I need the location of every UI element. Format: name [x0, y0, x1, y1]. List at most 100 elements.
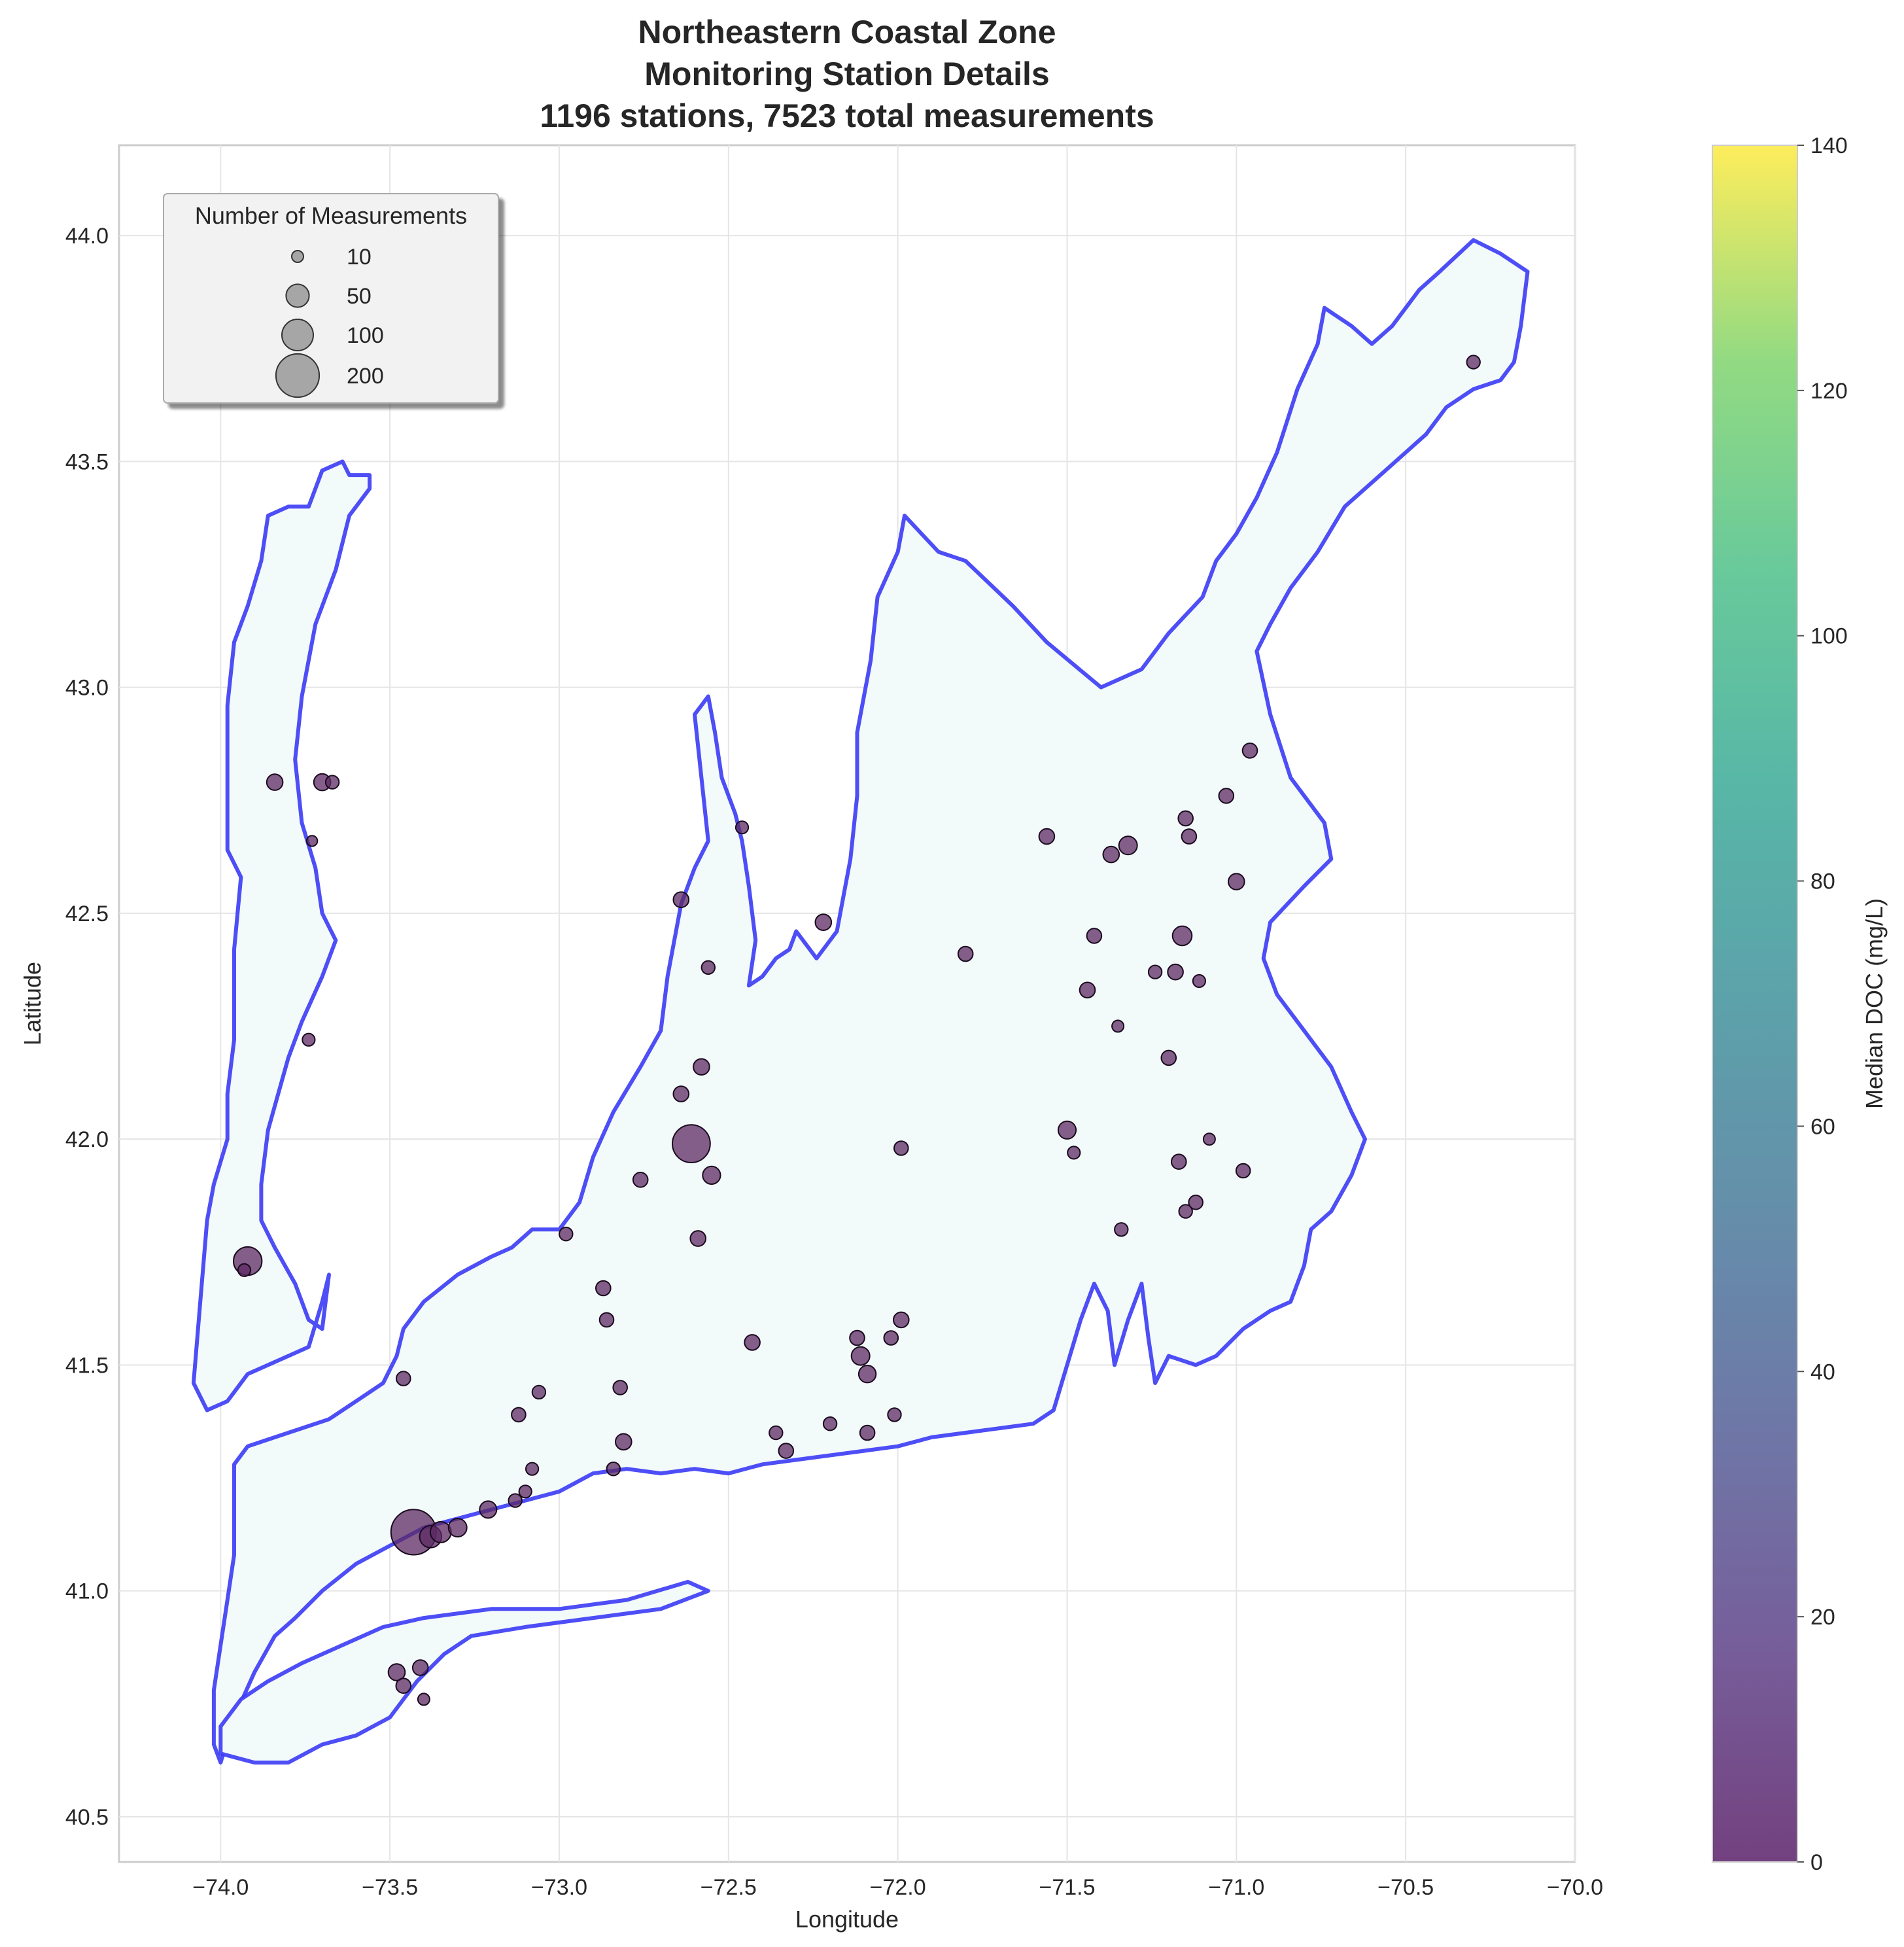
- legend-label: 50: [347, 284, 372, 309]
- legend-label: 100: [347, 323, 384, 348]
- title-line-3: 1196 stations, 7523 total measurements: [540, 97, 1154, 134]
- legend-marker: [281, 319, 314, 351]
- station-marker: [1218, 788, 1235, 804]
- x-tick-label: −70.5: [1377, 1875, 1434, 1900]
- legend-entries: 10 50 100 200: [275, 245, 384, 398]
- station-marker: [957, 945, 974, 962]
- colorbar-tick-label: 140: [1810, 133, 1848, 158]
- station-marker: [769, 1425, 784, 1441]
- size-legend: Number of Measurements 10 50 100 200: [163, 193, 499, 404]
- station-marker: [1192, 973, 1207, 989]
- station-marker: [1202, 1132, 1216, 1146]
- station-marker: [849, 1329, 865, 1346]
- station-marker: [693, 1058, 710, 1076]
- legend-marker: [285, 283, 310, 308]
- station-marker: [1235, 1163, 1251, 1179]
- y-tick-label: 43.5: [65, 449, 109, 474]
- station-marker: [1079, 981, 1096, 999]
- station-marker: [324, 775, 340, 790]
- station-marker: [893, 1140, 909, 1156]
- station-marker: [1177, 810, 1194, 827]
- x-tick-label: −72.5: [701, 1875, 757, 1900]
- station-marker: [615, 1433, 632, 1451]
- colorbar-tick-label: 100: [1810, 624, 1848, 649]
- station-marker: [1102, 845, 1120, 864]
- station-marker: [302, 1032, 316, 1047]
- station-marker: [1114, 1222, 1129, 1237]
- station-marker: [429, 1521, 452, 1543]
- x-tick-label: −73.0: [531, 1875, 587, 1900]
- station-marker: [632, 1172, 649, 1188]
- station-marker: [417, 1693, 430, 1706]
- station-marker: [479, 1500, 498, 1519]
- station-marker: [887, 1407, 902, 1422]
- station-marker: [411, 1659, 429, 1676]
- station-marker: [672, 1124, 711, 1163]
- station-marker: [511, 1407, 527, 1423]
- station-marker: [525, 1462, 540, 1476]
- colorbar: 0 20 40 60 80 100 120 140 Median DOC (mg/L): [1712, 133, 1888, 1875]
- station-marker: [689, 1230, 706, 1247]
- colorbar-tick-label: 20: [1810, 1605, 1835, 1630]
- station-marker: [1038, 828, 1056, 845]
- colorbar-tick-label: 40: [1810, 1359, 1835, 1384]
- station-marker: [612, 1380, 629, 1395]
- x-axis-label: Longitude: [795, 1906, 899, 1933]
- station-marker: [744, 1334, 761, 1351]
- title-line-2: Monitoring Station Details: [644, 56, 1049, 92]
- station-marker: [447, 1518, 468, 1537]
- station-marker: [822, 1416, 838, 1431]
- colorbar-tick-label: 60: [1810, 1114, 1835, 1139]
- station-marker: [1160, 1049, 1177, 1066]
- x-tick-label: −71.5: [1039, 1875, 1095, 1900]
- station-marker: [531, 1384, 547, 1400]
- station-markers: [233, 355, 1481, 1706]
- legend-label: 200: [347, 364, 384, 389]
- y-tick-label: 42.0: [65, 1127, 109, 1152]
- station-marker: [1228, 873, 1245, 890]
- colorbar-tick-label: 0: [1810, 1850, 1823, 1875]
- chart-title: Northeastern Coastal Zone Monitoring Sta…: [540, 14, 1154, 134]
- station-marker: [1086, 928, 1103, 944]
- legend-marker: [275, 353, 320, 398]
- station-marker: [395, 1677, 412, 1694]
- legend-label: 10: [347, 245, 372, 270]
- station-marker: [701, 960, 716, 975]
- y-axis-ticks: 40.5 41.0 41.5 42.0 42.5 43.0 43.5 44.0: [65, 224, 109, 1830]
- y-tick-label: 41.5: [65, 1353, 109, 1378]
- station-marker: [266, 773, 284, 791]
- legend-box: [163, 193, 499, 404]
- station-marker: [598, 1312, 615, 1328]
- station-marker: [1241, 743, 1258, 759]
- x-tick-label: −72.0: [870, 1875, 926, 1900]
- station-marker: [518, 1484, 532, 1499]
- x-tick-label: −71.0: [1208, 1875, 1264, 1900]
- station-marker: [1147, 964, 1163, 979]
- colorbar-tick-label: 80: [1810, 869, 1835, 894]
- station-marker: [778, 1443, 795, 1459]
- region-outline-1: [191, 459, 372, 1412]
- station-marker: [859, 1424, 876, 1441]
- colorbar-label: Median DOC (mg/L): [1861, 898, 1888, 1109]
- station-marker: [508, 1493, 523, 1508]
- title-line-1: Northeastern Coastal Zone: [638, 14, 1056, 50]
- station-marker: [1466, 355, 1481, 370]
- station-marker: [672, 1085, 690, 1102]
- y-tick-label: 41.0: [65, 1579, 109, 1604]
- y-tick-label: 43.0: [65, 676, 109, 701]
- station-marker: [1178, 1204, 1193, 1219]
- station-marker: [1181, 828, 1198, 845]
- x-axis-ticks: −74.0 −73.5 −73.0 −72.5 −72.0 −71.5 −71.0 −70.5…: [192, 1875, 1603, 1900]
- station-marker: [1111, 1019, 1125, 1033]
- station-marker: [1171, 925, 1193, 947]
- y-tick-label: 44.0: [65, 224, 109, 249]
- station-marker: [305, 835, 319, 847]
- station-marker: [387, 1663, 406, 1681]
- station-marker: [396, 1371, 411, 1386]
- x-tick-label: −73.5: [362, 1875, 418, 1900]
- x-tick-label: −74.0: [192, 1875, 249, 1900]
- grid-lines: [119, 145, 1576, 1862]
- y-axis-label: Latitude: [19, 962, 46, 1045]
- station-marker: [595, 1280, 612, 1297]
- region-outlines: [191, 238, 1530, 1765]
